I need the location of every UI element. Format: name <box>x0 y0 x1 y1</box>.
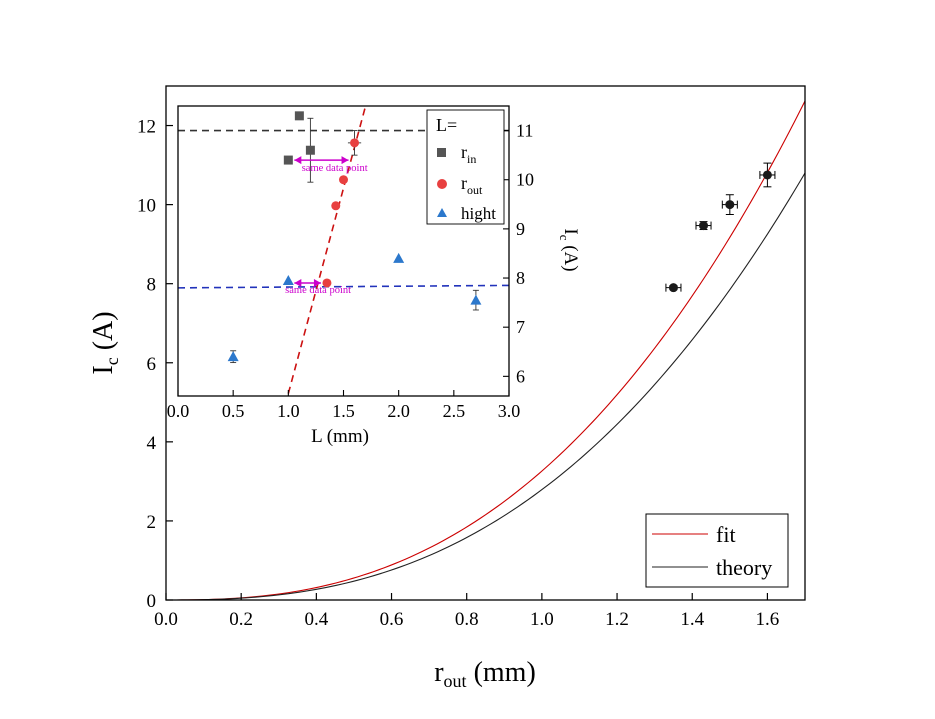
inset-y-tick-label: 8 <box>516 268 525 288</box>
inset-point-hight <box>282 274 294 285</box>
main-curve-fit <box>166 100 805 600</box>
inset-point-r_out <box>350 138 360 148</box>
inset-point-r_out <box>339 175 348 185</box>
inset-x-tick-label: 2.5 <box>443 401 466 421</box>
inset-y-tick-label: 6 <box>516 366 525 386</box>
main-curve-theory <box>166 172 805 600</box>
main-x-tick-label: 0.0 <box>154 609 178 630</box>
main-x-axis-label: rout (mm) <box>434 657 536 691</box>
legend-hight-marker <box>437 208 447 217</box>
inset-x-axis: 0.0 0.5 1.0 1.5 2.0 2.5 3.0 <box>167 390 521 421</box>
inset-y-tick-label: 9 <box>516 219 525 239</box>
inset-annotations: same data point same data point <box>285 156 368 296</box>
inset-point-hight <box>393 252 405 263</box>
inset-x-tick-label: 0.0 <box>167 401 190 421</box>
legend-r-out-marker <box>437 179 447 189</box>
inset-ref-line-r_out-trend <box>287 106 367 394</box>
legend-fit-label: fit <box>716 522 736 547</box>
inset-reference-lines <box>178 106 509 394</box>
legend-hight-label: hight <box>461 204 496 223</box>
inset-arrowhead-lower <box>313 278 321 287</box>
main-y-tick-label: 12 <box>137 117 156 138</box>
main-y-tick-label: 6 <box>147 354 157 375</box>
inset-y-axis-label: Ic (A) <box>557 228 581 271</box>
inset-point-r_in <box>305 145 315 155</box>
main-legend-box <box>645 513 789 588</box>
main-y-axis: 0 2 4 6 8 10 12 <box>137 117 173 612</box>
inset-point-r_in <box>294 111 304 121</box>
inset-legend: L= rin rout hight <box>426 109 505 225</box>
main-x-tick-label: 0.4 <box>304 609 328 630</box>
main-x-tick-label: 0.8 <box>455 609 479 630</box>
inset-x-axis-label: L (mm) <box>311 426 369 447</box>
main-data-point <box>762 170 772 180</box>
inset-legend-title: L= <box>436 115 457 135</box>
inset-data-points <box>227 111 482 364</box>
inset-point-r_out <box>331 201 341 211</box>
main-data-points <box>665 162 776 293</box>
legend-r-in-label: rin <box>461 142 476 166</box>
inset-x-tick-label: 1.5 <box>332 401 355 421</box>
inset-point-r_in <box>283 155 293 165</box>
inset-x-tick-label: 3.0 <box>498 401 521 421</box>
main-x-tick-label: 0.2 <box>229 609 253 630</box>
main-y-tick-label: 10 <box>137 196 156 217</box>
inset-annotation-upper: same data point <box>302 163 368 174</box>
main-y-tick-label: 4 <box>147 433 157 454</box>
main-x-tick-label: 0.6 <box>380 609 404 630</box>
main-x-tick-label: 1.6 <box>756 609 780 630</box>
main-y-tick-label: 8 <box>147 275 157 296</box>
main-x-tick-label: 1.4 <box>680 609 704 630</box>
legend-r-out-label: rout <box>461 173 483 197</box>
main-y-tick-label: 2 <box>147 512 157 533</box>
main-y-axis-label: Ic (A) <box>88 311 122 374</box>
main-data-point <box>699 221 709 231</box>
inset-plot: same data point same data point 0.0 0.5 1.0… <box>167 105 581 447</box>
inset-x-tick-label: 1.0 <box>277 401 300 421</box>
main-data-point <box>725 200 735 210</box>
inset-y-axis: 6 7 8 9 10 11 <box>503 121 534 386</box>
inset-arrowhead-upper <box>294 156 302 165</box>
inset-annotation-lower: same data point <box>285 285 351 296</box>
inset-x-tick-label: 0.5 <box>222 401 245 421</box>
main-x-tick-label: 1.2 <box>605 609 629 630</box>
legend-theory-label: theory <box>716 555 772 580</box>
inset-point-r_out <box>322 278 332 288</box>
main-data-point <box>668 283 678 293</box>
main-x-axis: 0.0 0.2 0.4 0.6 0.8 1.0 1.2 1.4 1.6 <box>154 593 779 630</box>
inset-y-tick-label: 11 <box>516 121 533 141</box>
inset-legend-box <box>426 109 505 225</box>
inset-y-tick-label: 10 <box>516 170 534 190</box>
inset-y-tick-label: 7 <box>516 317 525 337</box>
inset-point-hight <box>470 294 482 305</box>
legend-r-in-marker <box>437 148 446 157</box>
inset-arrowhead-upper <box>341 156 349 165</box>
main-curves <box>166 100 805 600</box>
main-plot: 0.0 0.2 0.4 0.6 0.8 1.0 1.2 1.4 1.6 0 2 4 6 8 10 12 ro… <box>88 85 806 691</box>
main-y-tick-label: 0 <box>147 591 157 612</box>
inset-arrowhead-lower <box>294 278 302 287</box>
main-plot-frame <box>165 85 806 601</box>
main-legend: fit theory <box>645 513 789 588</box>
inset-x-tick-label: 2.0 <box>387 401 410 421</box>
inset-point-hight <box>227 351 239 362</box>
main-x-tick-label: 1.0 <box>530 609 554 630</box>
